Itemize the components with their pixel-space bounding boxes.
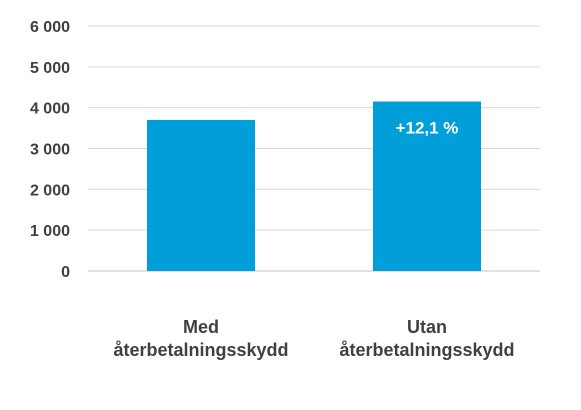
category-label: Utan bbox=[407, 317, 447, 337]
y-tick-label: 0 bbox=[61, 264, 70, 281]
category-label: Med bbox=[183, 317, 219, 337]
data-labels: +12,1 % bbox=[396, 119, 459, 138]
x-axis-category-labels: Med återbetalningsskydd Utan återbetalnings… bbox=[113, 317, 514, 360]
category-label: återbetalningsskydd bbox=[113, 340, 288, 360]
y-tick-label: 6 000 bbox=[30, 19, 70, 36]
y-tick-label: 4 000 bbox=[30, 101, 70, 118]
y-tick-label: 3 000 bbox=[30, 142, 70, 159]
y-axis-tick-labels: 0 1 000 2 000 3 000 4 000 5 000 6 000 bbox=[30, 19, 70, 281]
category-label: återbetalningsskydd bbox=[339, 340, 514, 360]
data-label: +12,1 % bbox=[396, 119, 459, 138]
y-tick-label: 5 000 bbox=[30, 60, 70, 77]
bars bbox=[147, 101, 481, 272]
y-tick-label: 1 000 bbox=[30, 223, 70, 240]
bar bbox=[147, 119, 255, 272]
bar bbox=[373, 101, 481, 272]
y-tick-label: 2 000 bbox=[30, 182, 70, 199]
